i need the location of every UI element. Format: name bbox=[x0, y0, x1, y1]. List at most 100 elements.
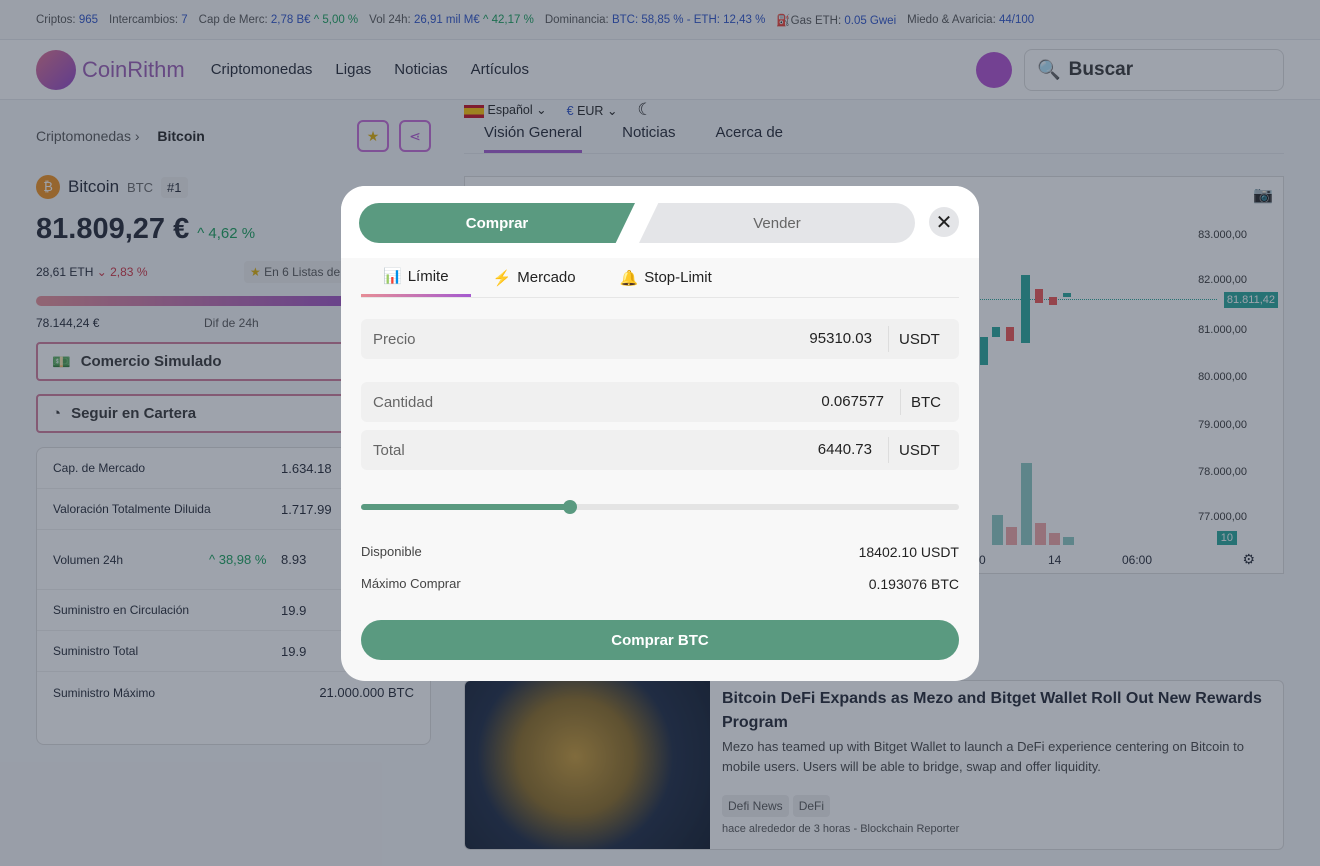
dark-mode-moon-icon[interactable]: ☾ bbox=[637, 100, 653, 119]
tab-label: Stop-Limit bbox=[644, 269, 712, 286]
stat-label: Valoración Totalmente Diluida bbox=[53, 502, 211, 516]
slider-handle[interactable] bbox=[563, 500, 578, 514]
label: Dominancia: bbox=[544, 13, 609, 26]
up-arrow-icon: ^ bbox=[483, 13, 489, 26]
vol-change: 42,17 % bbox=[491, 13, 534, 26]
nav-link-articulos[interactable]: Artículos bbox=[470, 61, 529, 78]
up-arrow-icon: ^ bbox=[313, 13, 320, 26]
field-label: Cantidad bbox=[373, 393, 434, 411]
share-button[interactable]: ⋖ bbox=[399, 120, 431, 152]
price-value: 81.809,27 € bbox=[36, 213, 190, 245]
pie-chart-icon: ◔ bbox=[52, 405, 62, 422]
fear-greed: 44/100 bbox=[998, 13, 1035, 26]
x-tick: 14 bbox=[1048, 553, 1062, 567]
amount-slider[interactable] bbox=[361, 500, 959, 514]
y-tick: 81.000,00 bbox=[1198, 324, 1247, 336]
dominance: BTC: 58,85 % - ETH: 12,43 % bbox=[611, 13, 766, 26]
currency-select[interactable]: € EUR ⌄ bbox=[566, 103, 618, 118]
price-input[interactable]: Precio 95310.03 USDT bbox=[361, 319, 959, 359]
exchanges-count[interactable]: 7 bbox=[181, 13, 188, 26]
stat-row: Valoración Totalmente Diluida 1.717.99 bbox=[37, 489, 430, 530]
y-tick: 83.000,00 bbox=[1198, 229, 1247, 241]
last-price-line bbox=[975, 299, 1217, 300]
buy-btc-button[interactable]: Comprar BTC bbox=[361, 620, 959, 660]
bar-chart-icon: 📊 bbox=[383, 268, 402, 285]
user-avatar-icon[interactable] bbox=[976, 51, 1012, 88]
order-type-tabs: 📊 Límite ⚡ Mercado 🔔 Stop-Limit bbox=[361, 258, 959, 298]
max-label: Máximo Comprar bbox=[361, 576, 461, 591]
x-tick: 06:00 bbox=[1122, 553, 1153, 567]
field-value[interactable]: 95310.03 bbox=[809, 326, 889, 352]
field-value[interactable]: 0.067577 bbox=[821, 389, 901, 415]
stat-change: 38,98 % bbox=[218, 552, 267, 567]
logo-text: CoinRithm bbox=[82, 56, 185, 82]
breadcrumb-root[interactable]: Criptomonedas bbox=[36, 128, 131, 144]
stat-value: 21.000.000 BTC bbox=[319, 685, 414, 700]
stat-row: Suministro Total 19.9 bbox=[37, 631, 430, 672]
news-title[interactable]: Bitcoin DeFi Expands as Mezo and Bitget … bbox=[722, 690, 1262, 731]
nav-link-noticias[interactable]: Noticias bbox=[394, 61, 448, 78]
candle bbox=[1021, 275, 1030, 343]
eth-change: 2,83 % bbox=[110, 265, 148, 279]
coin-price: 81.809,27 € ^ 4,62 % bbox=[36, 213, 255, 246]
stat-value: 19.9 bbox=[281, 643, 307, 659]
volume-bar bbox=[1063, 537, 1074, 545]
tab-about[interactable]: Acerca de bbox=[715, 124, 784, 141]
buy-tab[interactable]: Comprar bbox=[359, 203, 635, 243]
stat-row: Cap. de Mercado 1.634.18 bbox=[37, 448, 430, 489]
volume-bar bbox=[1049, 533, 1060, 545]
available-value: 18402.10 USDT bbox=[858, 544, 959, 560]
settings-gear-icon[interactable]: ⚙ bbox=[1242, 551, 1255, 567]
search-icon: 🔍 bbox=[1037, 59, 1061, 81]
stat-row: Suministro en Circulación 19.9 bbox=[37, 590, 430, 631]
camera-icon[interactable]: 📷 bbox=[1253, 187, 1273, 204]
y-tick: 79.000,00 bbox=[1198, 419, 1247, 431]
candle bbox=[1006, 327, 1014, 341]
candle bbox=[992, 327, 1000, 337]
coin-rank: #1 bbox=[161, 176, 188, 198]
field-unit: USDT bbox=[899, 441, 940, 459]
language-label: Español bbox=[487, 103, 533, 118]
simulated-label: Comercio Simulado bbox=[80, 353, 222, 370]
volume-bar bbox=[992, 515, 1003, 545]
price-change: ^ 4,62 % bbox=[197, 225, 256, 242]
stat-label: Suministro Máximo bbox=[53, 685, 156, 700]
sell-tab[interactable]: Vender bbox=[639, 203, 915, 243]
stat-row: Suministro Máximo 21.000.000 BTC bbox=[37, 672, 430, 713]
nav-link-ligas[interactable]: Ligas bbox=[335, 61, 372, 78]
field-value[interactable]: 6440.73 bbox=[818, 437, 889, 463]
max-value: 0.193076 BTC bbox=[868, 576, 959, 592]
tab-limit[interactable]: 📊 Límite bbox=[361, 258, 471, 297]
total-input[interactable]: Total 6440.73 USDT bbox=[361, 430, 959, 470]
lightning-icon: ⚡ bbox=[492, 269, 512, 287]
eth-price: 28,61 ETH ⌄ 2,83 % ★ En 6 Listas de bbox=[36, 261, 347, 283]
cryptos-count[interactable]: 965 bbox=[78, 13, 99, 26]
mcap-change: 5,00 % bbox=[322, 13, 359, 26]
tab-overview[interactable]: Visión General bbox=[484, 124, 583, 153]
tab-stop-limit[interactable]: 🔔 Stop-Limit bbox=[598, 258, 734, 297]
news-tag[interactable]: Defi News bbox=[722, 795, 789, 817]
stat-label: Suministro en Circulación bbox=[53, 603, 190, 617]
field-unit: USDT bbox=[899, 330, 940, 348]
news-body: Mezo has teamed up with Bitget Wallet to… bbox=[722, 739, 1244, 774]
news-tag[interactable]: DeFi bbox=[792, 795, 831, 817]
language-select[interactable]: Español ⌄ bbox=[464, 102, 547, 118]
stats-bar: Criptos: 965 Intercambios: 7 Cap de Merc… bbox=[0, 0, 1320, 119]
quantity-input[interactable]: Cantidad 0.067577 BTC bbox=[361, 382, 959, 422]
close-icon[interactable]: ✕ bbox=[929, 207, 959, 237]
logo[interactable]: CoinRithm bbox=[36, 49, 185, 90]
nav-link-criptomonedas[interactable]: Criptomonedas bbox=[210, 61, 313, 78]
down-arrow-icon: ⌄ bbox=[96, 265, 107, 279]
euro-icon: € bbox=[566, 103, 574, 118]
field-unit: BTC bbox=[911, 393, 941, 411]
tab-label: Mercado bbox=[517, 269, 576, 286]
search-button[interactable]: 🔍 Buscar bbox=[1024, 48, 1284, 91]
label: Vol 24h: bbox=[369, 13, 411, 26]
news-card[interactable]: Bitcoin DeFi Expands as Mezo and Bitget … bbox=[464, 680, 1284, 850]
breadcrumb-current: Bitcoin bbox=[157, 128, 205, 144]
gas: 0.05 Gwei bbox=[844, 14, 897, 27]
y-tick: 80.000,00 bbox=[1198, 371, 1247, 383]
tab-market[interactable]: ⚡ Mercado bbox=[471, 258, 598, 297]
favorite-star-button[interactable]: ★ bbox=[357, 120, 389, 152]
tab-news[interactable]: Noticias bbox=[622, 124, 676, 141]
